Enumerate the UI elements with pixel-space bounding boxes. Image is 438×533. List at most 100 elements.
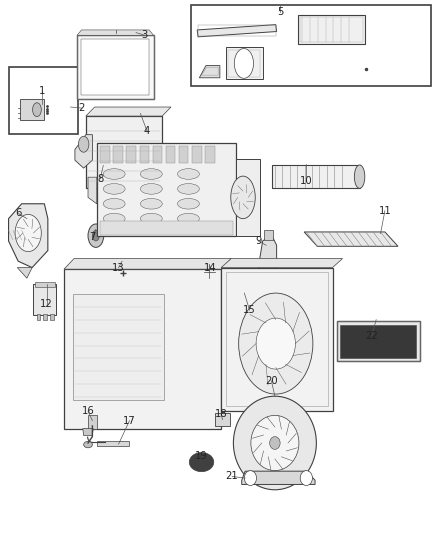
Ellipse shape bbox=[141, 183, 162, 194]
Polygon shape bbox=[83, 429, 93, 435]
Bar bbox=[77, 35, 153, 99]
Text: 5: 5 bbox=[277, 7, 283, 18]
Bar bbox=[86, 116, 162, 188]
Polygon shape bbox=[258, 235, 277, 277]
Bar bbox=[97, 143, 237, 236]
Bar bbox=[100, 221, 233, 235]
Ellipse shape bbox=[256, 318, 295, 369]
Polygon shape bbox=[9, 204, 48, 268]
Ellipse shape bbox=[231, 176, 255, 219]
Bar bbox=[140, 146, 149, 163]
Ellipse shape bbox=[204, 265, 215, 278]
Text: 22: 22 bbox=[365, 330, 378, 341]
Bar bbox=[215, 413, 230, 426]
Bar bbox=[264, 230, 273, 240]
Text: 21: 21 bbox=[226, 472, 238, 481]
Bar bbox=[50, 314, 53, 320]
Ellipse shape bbox=[120, 268, 127, 278]
Ellipse shape bbox=[103, 183, 125, 194]
Bar bbox=[9, 67, 78, 134]
Ellipse shape bbox=[15, 214, 41, 252]
Bar bbox=[73, 294, 164, 400]
Ellipse shape bbox=[88, 224, 104, 247]
Polygon shape bbox=[86, 107, 171, 116]
Text: 8: 8 bbox=[97, 174, 103, 184]
Ellipse shape bbox=[177, 183, 199, 194]
Bar bbox=[152, 146, 162, 163]
Ellipse shape bbox=[141, 198, 162, 209]
Bar bbox=[43, 314, 47, 320]
Ellipse shape bbox=[300, 471, 312, 486]
Bar bbox=[113, 146, 123, 163]
Bar bbox=[272, 165, 274, 188]
Text: 1: 1 bbox=[39, 86, 46, 96]
Ellipse shape bbox=[177, 168, 199, 179]
Ellipse shape bbox=[78, 136, 89, 152]
Bar bbox=[192, 146, 201, 163]
Polygon shape bbox=[197, 25, 277, 37]
Ellipse shape bbox=[84, 441, 92, 448]
Bar bbox=[205, 146, 215, 163]
Ellipse shape bbox=[103, 213, 125, 224]
Text: 12: 12 bbox=[40, 298, 53, 309]
Ellipse shape bbox=[234, 49, 254, 78]
Bar bbox=[226, 47, 263, 79]
Bar bbox=[337, 321, 420, 361]
Bar bbox=[191, 5, 431, 86]
Ellipse shape bbox=[141, 168, 162, 179]
Ellipse shape bbox=[103, 168, 125, 179]
Bar bbox=[88, 415, 97, 429]
Polygon shape bbox=[199, 66, 220, 78]
Polygon shape bbox=[17, 268, 32, 278]
Bar bbox=[179, 146, 188, 163]
Text: 13: 13 bbox=[112, 263, 125, 272]
Text: 2: 2 bbox=[78, 103, 85, 113]
Ellipse shape bbox=[354, 165, 365, 188]
Polygon shape bbox=[88, 177, 97, 204]
Polygon shape bbox=[242, 471, 315, 484]
Ellipse shape bbox=[92, 230, 99, 241]
Bar bbox=[337, 321, 420, 361]
Ellipse shape bbox=[177, 198, 199, 209]
Bar bbox=[272, 165, 360, 188]
Text: 15: 15 bbox=[243, 305, 256, 315]
Ellipse shape bbox=[239, 293, 313, 394]
Bar bbox=[237, 159, 261, 236]
Polygon shape bbox=[221, 259, 343, 268]
Ellipse shape bbox=[189, 453, 214, 472]
Polygon shape bbox=[64, 259, 231, 269]
Ellipse shape bbox=[244, 471, 257, 486]
Text: 20: 20 bbox=[265, 376, 278, 386]
Bar bbox=[127, 146, 136, 163]
Ellipse shape bbox=[177, 213, 199, 224]
Text: 7: 7 bbox=[89, 232, 95, 242]
Text: 14: 14 bbox=[204, 263, 216, 272]
Bar bbox=[226, 272, 328, 406]
Bar bbox=[64, 269, 221, 429]
Ellipse shape bbox=[32, 103, 41, 117]
Bar bbox=[81, 39, 149, 95]
Text: 17: 17 bbox=[123, 416, 136, 426]
Text: 3: 3 bbox=[141, 30, 148, 41]
Polygon shape bbox=[75, 135, 92, 168]
Polygon shape bbox=[304, 232, 398, 246]
Text: 9: 9 bbox=[255, 236, 261, 246]
Bar bbox=[37, 314, 40, 320]
Ellipse shape bbox=[103, 198, 125, 209]
Bar bbox=[35, 282, 55, 287]
Bar bbox=[166, 146, 175, 163]
Text: 16: 16 bbox=[81, 406, 95, 416]
Text: 6: 6 bbox=[15, 208, 21, 219]
Ellipse shape bbox=[114, 261, 132, 285]
Bar bbox=[33, 284, 56, 316]
Bar bbox=[228, 50, 261, 77]
Ellipse shape bbox=[233, 396, 316, 490]
Ellipse shape bbox=[141, 213, 162, 224]
Bar bbox=[297, 15, 365, 44]
Bar bbox=[20, 99, 44, 120]
Text: 19: 19 bbox=[195, 451, 208, 461]
Text: 10: 10 bbox=[300, 176, 313, 187]
Polygon shape bbox=[77, 30, 153, 35]
Bar bbox=[221, 268, 332, 411]
Bar bbox=[77, 35, 153, 99]
